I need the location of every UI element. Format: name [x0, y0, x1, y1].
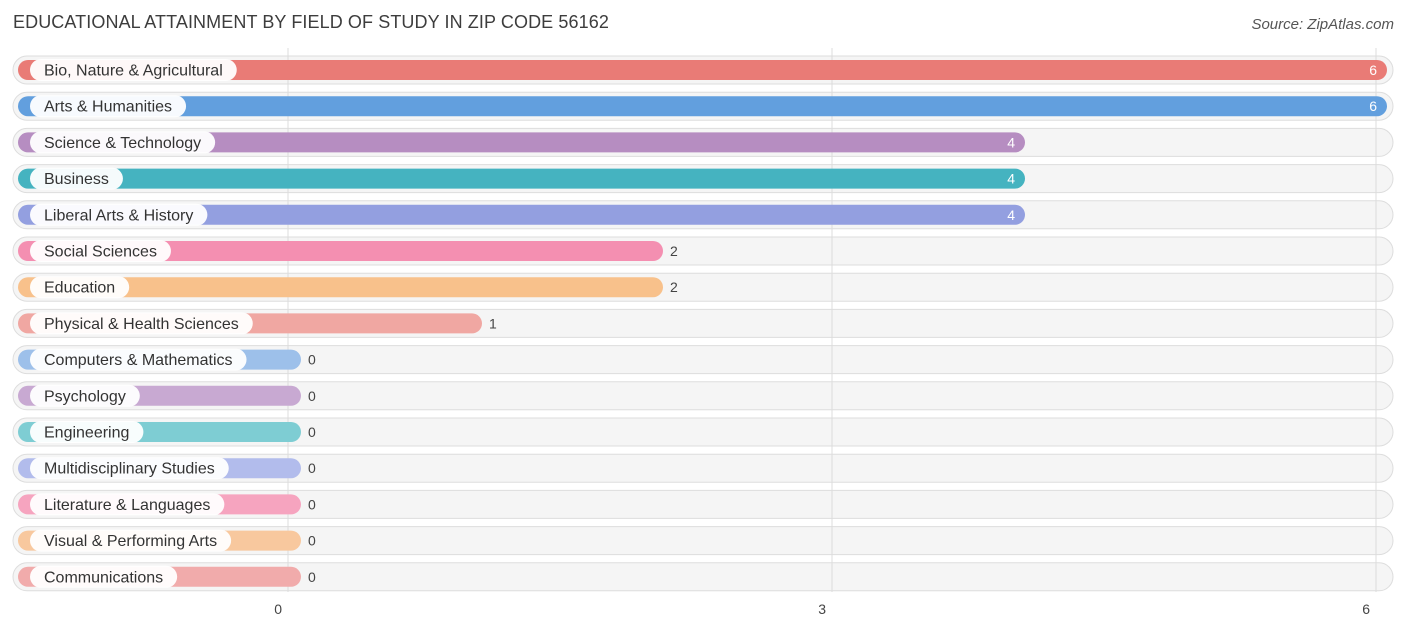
x-tick-label: 3: [818, 601, 826, 617]
value-label: 2: [670, 279, 678, 295]
category-label: Arts & Humanities: [44, 99, 172, 116]
category-label-pill: [30, 565, 178, 588]
bar: [18, 277, 663, 298]
chart-source: Source: ZipAtlas.com: [1251, 16, 1394, 33]
value-label: 1: [489, 315, 497, 331]
value-label: 4: [1007, 134, 1015, 150]
row-background: [12, 345, 1394, 375]
category-label-pill: [30, 167, 123, 190]
chart-bars: Bio, Nature & Agricultural 6 Arts & Humani…: [18, 59, 1387, 588]
category-label: Communications: [44, 569, 163, 586]
row-background: [12, 453, 1394, 483]
x-tick-label: 0: [274, 601, 282, 617]
category-label-pill: [30, 203, 208, 226]
category-label-pill: [30, 457, 229, 480]
category-label-pill: [30, 493, 225, 516]
row-background: [12, 526, 1394, 556]
category-label: Computers & Mathematics: [44, 352, 233, 369]
value-label: 0: [308, 569, 316, 585]
category-label: Bio, Nature & Agricultural: [44, 63, 223, 80]
category-label: Visual & Performing Arts: [44, 533, 217, 550]
category-label-pill: [30, 276, 130, 299]
category-label: Science & Technology: [44, 135, 201, 152]
category-label-pill: [30, 529, 232, 552]
category-label-pill: [30, 131, 216, 154]
value-label: 0: [308, 352, 316, 368]
value-label: 6: [1369, 62, 1377, 78]
value-label: 2: [670, 243, 678, 259]
bar: [18, 96, 1387, 117]
value-label: 6: [1369, 98, 1377, 114]
category-label-pill: [30, 312, 253, 335]
category-label: Education: [44, 280, 115, 297]
chart-axis-ticks: 0 3 6: [274, 601, 1370, 617]
value-label: 4: [1007, 171, 1015, 187]
category-label: Engineering: [44, 425, 129, 442]
row-background: [12, 417, 1394, 447]
category-label: Business: [44, 171, 109, 188]
category-label-pill: [30, 348, 247, 371]
value-label: 0: [308, 460, 316, 476]
category-label: Liberal Arts & History: [44, 207, 193, 224]
value-label: 0: [308, 496, 316, 512]
bar: [18, 132, 1025, 153]
bar: [18, 168, 1025, 189]
category-label: Psychology: [44, 388, 126, 405]
value-label: 0: [308, 388, 316, 404]
bar: [18, 204, 1025, 225]
row-background: [12, 489, 1394, 519]
category-label: Physical & Health Sciences: [44, 316, 239, 333]
bar: [18, 241, 663, 261]
category-label-pill: [30, 240, 171, 262]
category-label-pill: [30, 421, 144, 443]
bar: [18, 60, 1387, 80]
category-label: Literature & Languages: [44, 497, 210, 514]
value-label: 0: [308, 424, 316, 440]
category-label: Multidisciplinary Studies: [44, 461, 215, 478]
value-label: 4: [1007, 207, 1015, 223]
row-background: [12, 562, 1394, 592]
row-background: [12, 381, 1394, 411]
category-label: Social Sciences: [44, 244, 157, 261]
chart-title: EDUCATIONAL ATTAINMENT BY FIELD OF STUDY…: [13, 12, 609, 32]
category-label-pill: [30, 384, 140, 407]
x-tick-label: 6: [1362, 601, 1370, 617]
value-label: 0: [308, 533, 316, 549]
category-label-pill: [30, 95, 187, 118]
category-label-pill: [30, 59, 237, 81]
